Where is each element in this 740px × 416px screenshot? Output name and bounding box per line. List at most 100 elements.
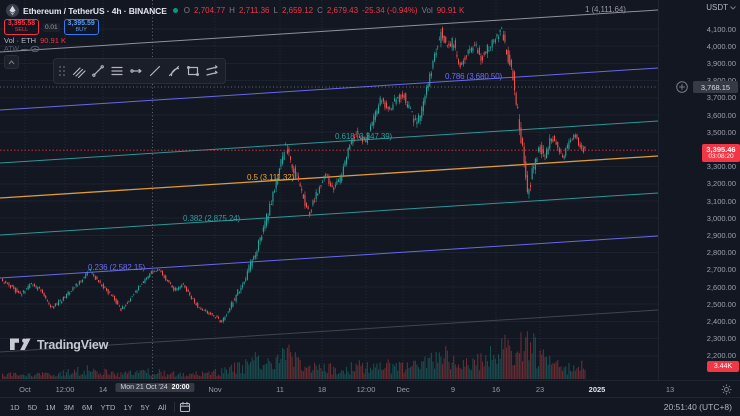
last-price-value: 3,395.46 [706,144,736,154]
rectangle-icon[interactable] [184,62,201,80]
range-all[interactable]: All [157,402,167,412]
range-5y[interactable]: 5Y [140,402,150,412]
time-tick: 14 [98,385,108,394]
time-tick: 9 [450,385,456,394]
sell-button[interactable]: 3,395.58 SELL [4,19,39,35]
currency-label: USDT [706,3,728,12]
sell-label: SELL [14,27,29,34]
tradingview-logo-text: TradingView [37,337,109,352]
currency-selector[interactable]: USDT [706,3,736,12]
time-tick: 12:00 [55,385,75,394]
price-tick: 3,800.00 [707,76,736,85]
curve-icon[interactable] [165,62,182,80]
time-tick: 11 [276,385,284,394]
time-tick: 18 [317,385,327,394]
range-1d[interactable]: 1D [10,402,20,412]
price-tick: 2,900.00 [706,230,736,240]
range-5d[interactable]: 5D [27,402,38,412]
tradingview-logo[interactable]: TradingView [10,337,108,352]
fib-level-label-1[interactable]: 1 (4,111.64) [585,5,626,15]
fib-level-label-0.236[interactable]: 0.236 (2,582.15) [88,262,146,272]
price-tick: 2,700.00 [706,265,736,275]
trend-line-icon[interactable] [146,62,163,80]
time-tick: Nov [208,385,222,394]
time-tick: 13 [665,385,675,394]
crosshair-date: Mon 21 Oct '24 [120,384,168,391]
price-tick: 3,300.00 [706,162,736,172]
time-tick: Oct [19,385,31,394]
gear-icon[interactable] [721,384,732,395]
eye-icon[interactable] [30,45,40,53]
price-tick: 3,000.00 [706,213,736,223]
time-tick: 12:00 [356,385,376,394]
spread-value: 0.01 [43,22,60,32]
range-1m[interactable]: 1M [45,402,56,412]
price-tick: 4,000.00 [706,41,736,51]
divider [21,48,29,50]
fib-retracement-icon[interactable] [108,62,125,80]
range-ytd[interactable]: YTD [100,402,116,412]
time-tick: 16 [491,385,501,394]
volume-study-legend[interactable]: Vol · ETH 90.91 K [4,36,66,45]
price-tick: 3,900.00 [706,58,736,68]
go-to-date-icon[interactable] [179,401,191,413]
price-tick: 2,200.00 [706,351,736,361]
low-value: 2,659.12 [281,6,314,15]
price-tick: 2,600.00 [706,282,736,292]
legend-collapse-button[interactable] [4,55,19,69]
bottom-toolbar: 1D 5D 1M 3M 6M YTD 1Y 5Y All 20:51:40 (UTC+8) [0,397,740,416]
hidden-drawing-label: ATW [4,45,20,53]
symbol-legend[interactable]: Ethereum / TetherUS · 4h · BINANCE O 2,7… [6,4,464,17]
buy-sell-widget: 3,395.58 SELL 0.01 3,395.59 BUY [4,19,99,35]
buy-button[interactable]: 3,395.59 BUY [63,19,99,35]
price-tick: 2,800.00 [706,248,736,258]
price-tick: 3,700.00 [706,93,736,103]
floating-drawing-toolbar[interactable] [53,58,226,84]
close-value: 2,679.43 [326,6,359,15]
chevron-down-icon [730,5,736,10]
volume-study-label: Vol · ETH [4,36,37,45]
hidden-drawing-indicator[interactable]: ATW [4,45,40,53]
open-label: O [183,6,191,15]
volume-label: Vol [421,6,433,15]
price-tick: 2,300.00 [706,334,736,344]
crosshair-price-label: 3,768.15 [693,81,738,93]
sell-price: 3,395.58 [7,20,36,28]
last-price-label: 3,395.46 03:08:20 [702,144,740,162]
fib-level-label-0.786[interactable]: 0.786 (3,680.50) [445,72,503,82]
high-value: 2,711.36 [238,6,270,15]
low-label: L [273,6,278,15]
parallel-lines-icon[interactable] [70,62,87,80]
range-3m[interactable]: 3M [63,402,75,412]
price-axis[interactable]: USDT 4,100.004,000.003,900.003,800.003,7… [658,0,740,380]
parallel-channel-icon[interactable] [203,62,220,80]
chart-pane[interactable]: 1 (4,111.64) 0.786 (3,680.50) 0.618 (3,347… [0,0,740,380]
toolbar-drag-handle[interactable] [59,66,65,76]
add-alert-icon[interactable] [675,80,689,94]
chevron-up-icon [8,59,15,64]
bar-countdown: 03:08:20 [708,153,734,160]
range-1y[interactable]: 1Y [123,402,133,412]
price-chart-canvas[interactable] [0,0,658,380]
price-tick: 3,600.00 [706,110,736,120]
time-tick: 23 [535,385,545,394]
fib-level-label-0.382[interactable]: 0.382 (2,875.24) [183,213,241,223]
price-tick: 2,500.00 [706,299,736,309]
range-6m[interactable]: 6M [82,402,93,412]
clock[interactable]: 20:51:40 (UTC+8) [663,402,732,412]
buy-label: BUY [75,27,87,34]
price-tick: 3,200.00 [706,179,736,189]
price-tick: 4,100.00 [706,24,736,34]
crosshair-hour: 20:00 [171,384,190,391]
close-label: C [317,6,323,15]
price-tick: 3,500.00 [706,127,736,137]
symbol-title[interactable]: Ethereum / TetherUS · 4h · BINANCE [23,5,167,16]
price-tick: 2,400.00 [706,316,736,326]
trend-line-dots-icon[interactable] [89,62,106,80]
fib-level-label-0.5[interactable]: 0.5 (3,111.32) [247,172,295,182]
time-axis[interactable]: Oct 12:00 14 Nov 11 18 12:00 Dec 9 16 23 2025 13 Mon… [0,380,740,398]
horizontal-ray-icon[interactable] [127,62,144,80]
fib-level-label-0.618[interactable]: 0.618 (3,347.39) [335,132,393,142]
change-value: -25.34 (-0.94%) [362,6,418,15]
